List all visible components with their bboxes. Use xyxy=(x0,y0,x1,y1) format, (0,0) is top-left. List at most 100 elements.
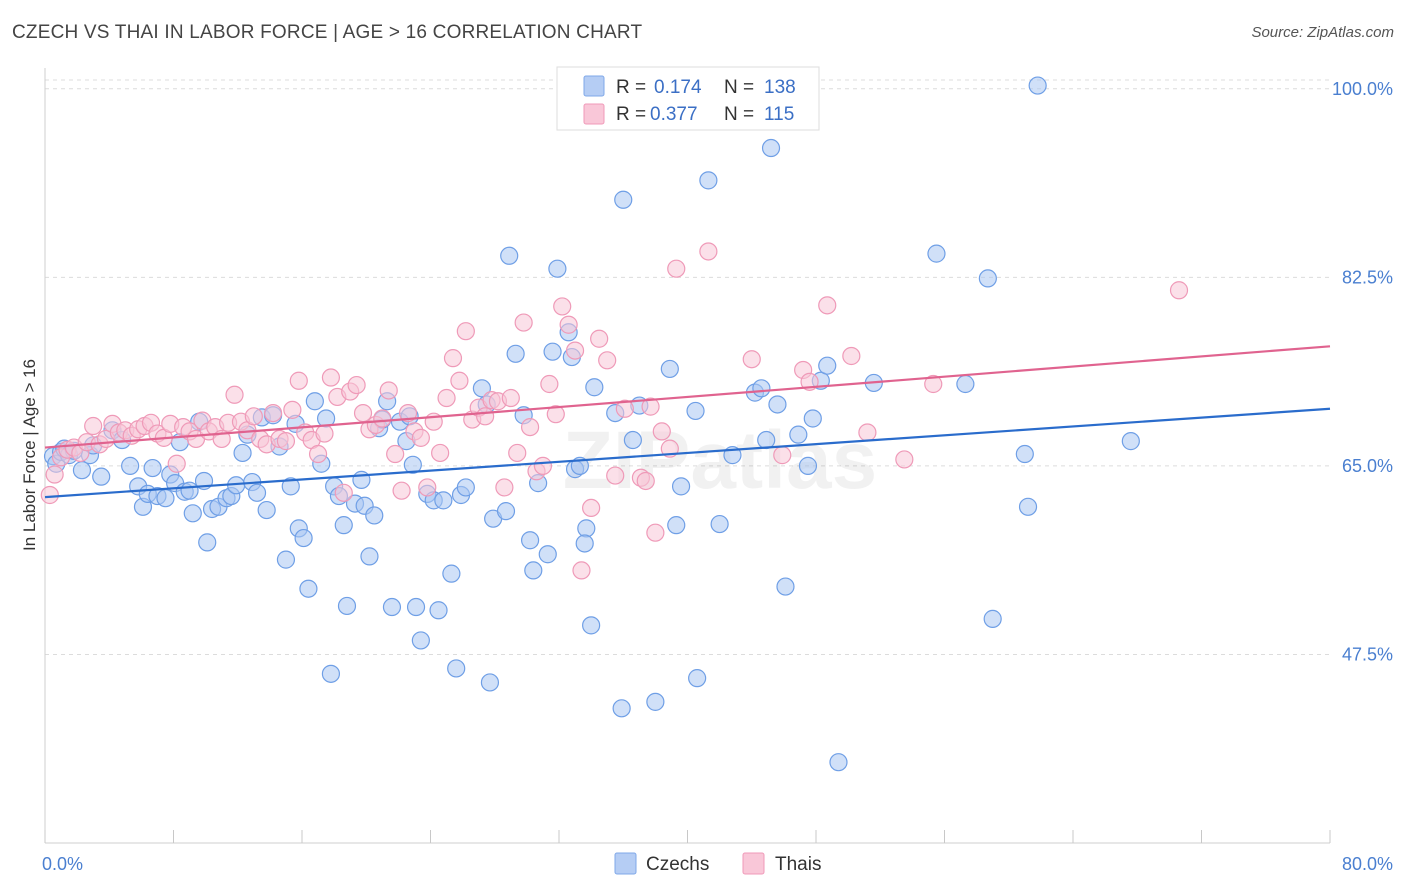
thais-point-63 xyxy=(443,349,463,368)
czechs-point-45 xyxy=(294,528,313,548)
czechs-point-91 xyxy=(548,259,567,278)
thais-point-29 xyxy=(225,385,244,404)
chart-title: CZECH VS THAI IN LABOR FORCE | AGE > 16 … xyxy=(12,22,643,43)
thais-point-44 xyxy=(321,368,341,387)
trend-lines xyxy=(44,345,1331,499)
czechs-point-101 xyxy=(612,699,631,718)
czechs-point-96 xyxy=(577,519,596,538)
czechs-point-132 xyxy=(1018,497,1038,516)
thais-point-105 xyxy=(924,374,943,394)
thais-point-73 xyxy=(508,443,527,463)
czechs-point-24 xyxy=(183,504,202,523)
thais-point-86 xyxy=(598,351,617,370)
thais-point-97 xyxy=(742,350,761,369)
bottom-legend-czechs: Czechs xyxy=(646,854,709,875)
legend-r-value-thais: 0.377 xyxy=(650,104,698,125)
legend-swatch-czechs xyxy=(583,75,605,97)
czechs-point-74 xyxy=(442,564,461,583)
thais-point-104 xyxy=(895,450,914,469)
thais-point-65 xyxy=(456,322,475,341)
thais-point-61 xyxy=(431,443,450,463)
czechs-point-9 xyxy=(92,467,111,486)
czechs-point-6 xyxy=(72,461,92,480)
legend-r-value-czechs: 0.174 xyxy=(654,77,702,98)
czechs-point-125 xyxy=(829,753,848,772)
czechs-point-111 xyxy=(699,171,718,190)
thais-point-71 xyxy=(495,478,514,497)
czechs-point-128 xyxy=(956,374,975,394)
thais-trend-line xyxy=(44,345,1331,449)
thais-point-68 xyxy=(476,407,495,426)
thais-point-101 xyxy=(818,296,837,315)
thais-point-106 xyxy=(1169,281,1189,300)
thais-point-37 xyxy=(276,432,296,451)
thais-point-87 xyxy=(606,466,625,485)
thais-point-85 xyxy=(590,329,609,348)
thais-point-38 xyxy=(283,400,302,419)
thais-point-93 xyxy=(652,422,671,441)
y-tick-label-3: 100.0% xyxy=(1332,79,1393,99)
thais-point-48 xyxy=(347,375,366,395)
czechs-point-102 xyxy=(614,190,633,209)
legend-top: R = 0.174 N = 138 R = 0.377 N = 115 xyxy=(556,66,820,131)
czechs-point-69 xyxy=(411,631,430,650)
czechs-point-18 xyxy=(156,489,175,508)
czechs-point-67 xyxy=(403,455,422,474)
czechs-point-129 xyxy=(978,269,997,288)
thais-point-74 xyxy=(514,313,533,332)
thais-point-79 xyxy=(546,405,565,424)
x-tick-label-max: 80.0% xyxy=(1342,854,1393,874)
legend-bottom: Czechs Thais xyxy=(614,852,821,875)
czechs-point-115 xyxy=(752,379,771,398)
thais-point-80 xyxy=(553,297,572,316)
czechs-point-130 xyxy=(983,609,1002,628)
czechs-point-134 xyxy=(1121,432,1140,451)
czechs-point-75 xyxy=(447,659,466,678)
czechs-point-117 xyxy=(761,138,781,158)
czechs-point-41 xyxy=(276,550,296,569)
czechs-point-131 xyxy=(1015,444,1034,464)
czechs-trend-line xyxy=(44,407,1331,499)
czechs-point-50 xyxy=(321,664,341,683)
czechs-point-83 xyxy=(500,246,519,265)
czechs-point-16 xyxy=(143,458,162,478)
czechs-point-105 xyxy=(646,692,665,711)
x-tick-label-min: 0.0% xyxy=(42,854,83,874)
bottom-legend-swatch-czechs xyxy=(614,852,637,875)
czechs-point-86 xyxy=(520,531,540,550)
thais-point-52 xyxy=(373,409,392,428)
y-tick-label-1: 65.0% xyxy=(1342,456,1393,476)
thais-point-32 xyxy=(244,407,263,426)
czechs-point-53 xyxy=(334,516,353,535)
czechs-point-82 xyxy=(496,502,516,521)
thais-point-62 xyxy=(437,388,456,408)
thais-point-43 xyxy=(315,424,334,443)
czechs-point-106 xyxy=(660,359,679,379)
czechs-point-27 xyxy=(198,533,217,552)
czechs-point-87 xyxy=(524,561,543,580)
legend-r-label-thais: R = xyxy=(616,104,646,125)
czechs-point-68 xyxy=(406,597,426,617)
thais-point-77 xyxy=(533,456,553,475)
czechs-point-54 xyxy=(337,596,357,616)
czechs-point-107 xyxy=(667,516,686,535)
czechs-point-58 xyxy=(360,547,379,566)
y-axis-label: In Labor Force | Age > 16 xyxy=(20,359,39,551)
bottom-legend-swatch-thais xyxy=(742,852,765,875)
legend-n-value-thais: 115 xyxy=(764,104,794,125)
thais-point-95 xyxy=(667,259,686,278)
czechs-point-90 xyxy=(543,342,562,361)
czechs-point-112 xyxy=(710,514,729,534)
thais-point-46 xyxy=(334,483,353,502)
legend-r-label-czechs: R = xyxy=(616,77,646,98)
thais-point-35 xyxy=(263,403,283,423)
czechs-point-119 xyxy=(776,577,795,596)
thais-point-1 xyxy=(45,465,64,484)
legend-swatch-thais xyxy=(583,103,605,125)
czechs-point-118 xyxy=(768,395,787,414)
thais-point-59 xyxy=(418,478,437,497)
thais-point-0 xyxy=(40,485,59,505)
thais-point-42 xyxy=(308,444,328,464)
legend-n-value-czechs: 138 xyxy=(764,77,796,98)
